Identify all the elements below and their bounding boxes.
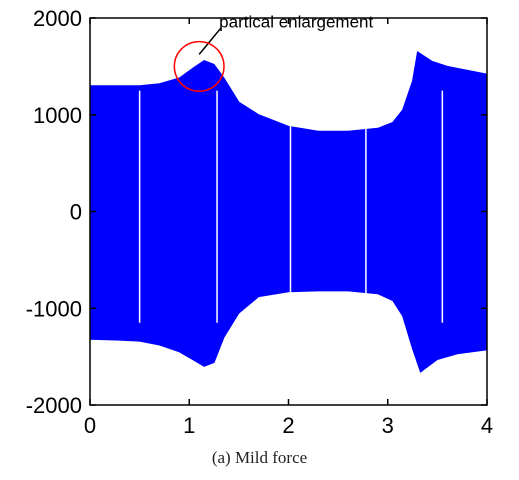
chart-figure: 0 1 2 3 4 2000 1000 0 -1000 -2000 partical enlarg…	[26, 6, 493, 438]
figure-caption: (a) Mild force	[211, 448, 308, 467]
y-tick-label: 1000	[33, 103, 82, 128]
y-tick-label: -2000	[26, 393, 82, 418]
x-tick-label: 3	[382, 413, 394, 438]
x-tick-label: 2	[282, 413, 294, 438]
x-tick-label: 1	[183, 413, 195, 438]
x-tick-label: 4	[481, 413, 493, 438]
annotation-group: partical enlargement	[173, 13, 373, 92]
signal-envelope-0	[89, 51, 488, 373]
y-tick-label: 0	[70, 200, 82, 225]
plot-area	[89, 51, 488, 373]
annotation-pointer	[198, 27, 222, 55]
y-tick-label: 2000	[33, 6, 82, 31]
x-tick-label: 0	[84, 413, 96, 438]
annotation-label: partical enlargement	[219, 13, 373, 32]
annotation-circle	[173, 40, 225, 92]
y-tick-label: -1000	[26, 296, 82, 321]
axis-ticks: 0 1 2 3 4 2000 1000 0 -1000 -2000	[26, 6, 493, 438]
